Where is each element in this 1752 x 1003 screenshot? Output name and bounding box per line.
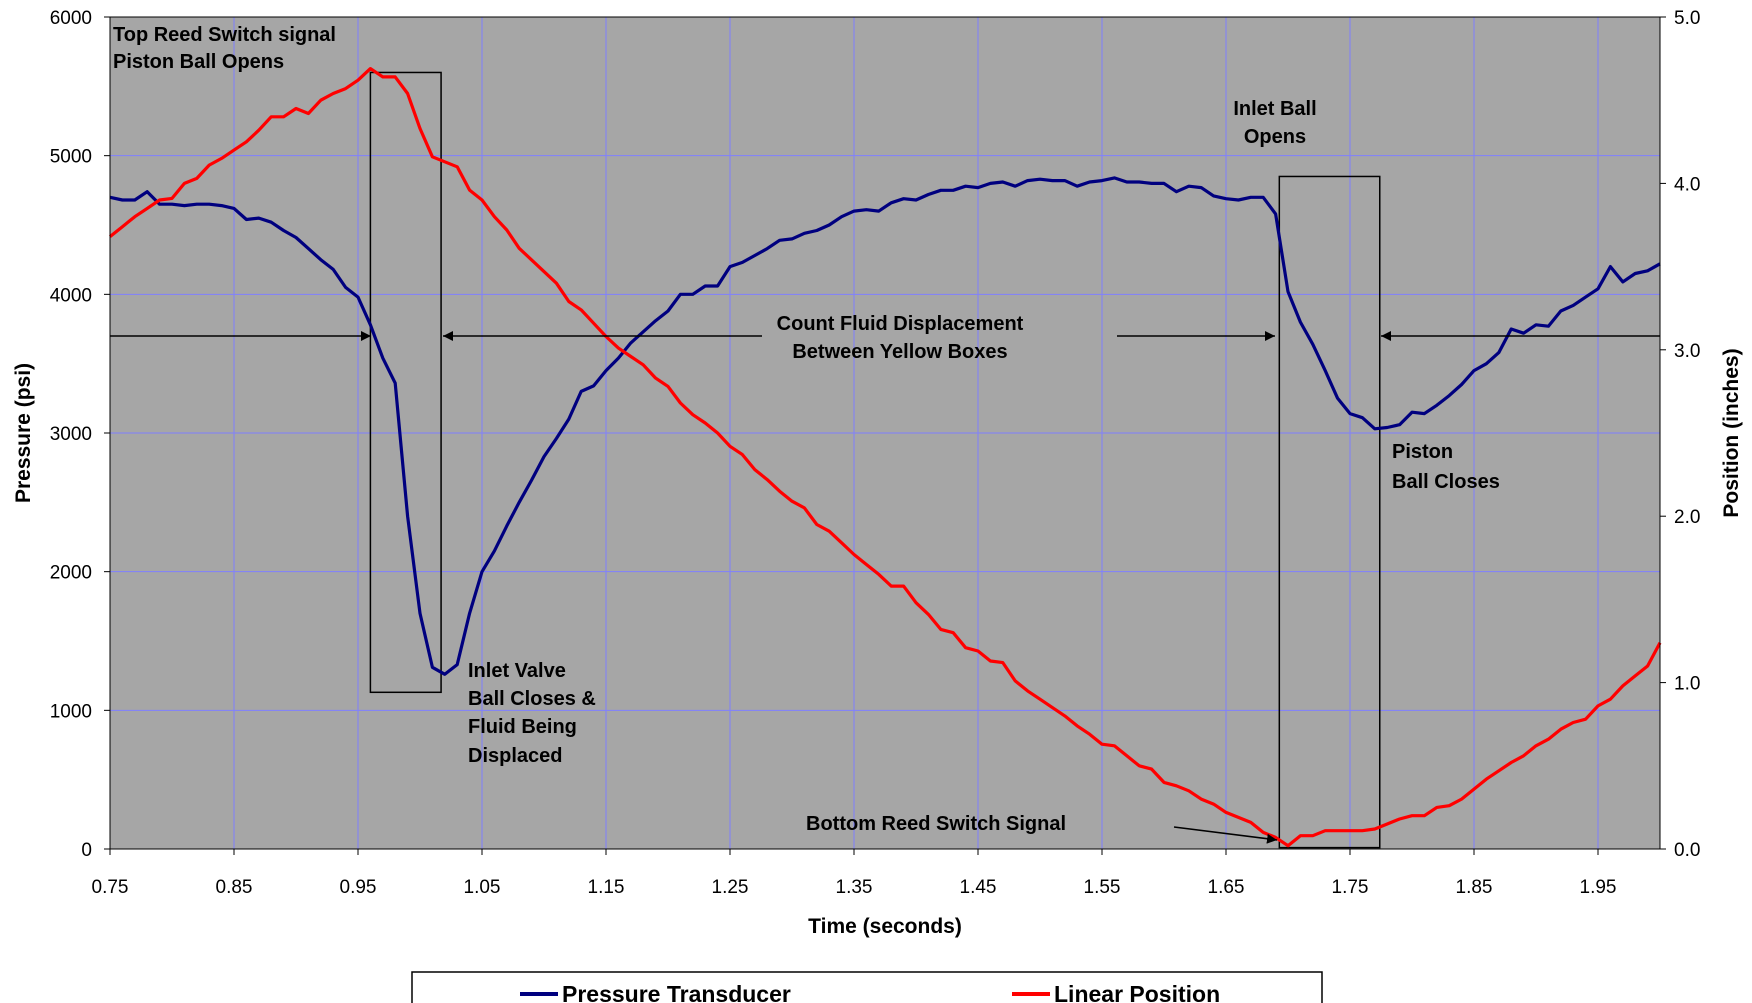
right-y-tick-label: 5.0 [1674, 8, 1700, 29]
annotation-line: Ball Closes & [468, 688, 596, 710]
annotation-line: Fluid Being [468, 716, 577, 738]
annotation-line: Inlet Ball [1233, 98, 1316, 120]
legend-label-position: Linear Position [1054, 981, 1220, 1003]
annotation-line: Top Reed Switch signal [113, 24, 336, 46]
annotation-line: Displaced [468, 745, 562, 767]
top-reed-switch-box [369, 71, 442, 694]
annotation-line: Inlet Valve [468, 660, 566, 682]
right-y-tick-label: 4.0 [1674, 174, 1700, 195]
annotation-top-reed: Top Reed Switch signal Piston Ball Opens [113, 24, 336, 73]
x-tick-label: 1.55 [1084, 877, 1121, 898]
right-y-axis-title: Position (inches) [1720, 348, 1743, 517]
left-y-tick-label: 1000 [50, 701, 92, 722]
pressure-transducer-line [109, 176, 1661, 676]
x-axis-title: Time (seconds) [808, 915, 962, 938]
x-tick-label: 1.75 [1332, 877, 1369, 898]
annotation-line: Opens [1244, 126, 1306, 148]
right-y-tick-label: 1.0 [1674, 674, 1700, 695]
right-y-tick-label: 2.0 [1674, 507, 1700, 528]
x-tick-label: 0.75 [92, 877, 129, 898]
bottom-reed-switch-box [1278, 175, 1381, 849]
x-axis-ticks: 0.75 0.85 0.95 1.05 1.15 1.25 1.35 1.45 1.55 1.65… [92, 849, 1617, 898]
x-tick-label: 1.15 [588, 877, 625, 898]
x-tick-label: 1.65 [1208, 877, 1245, 898]
left-y-tick-label: 2000 [50, 563, 92, 584]
annotation-inlet-valve: Inlet Valve Ball Closes & Fluid Being Di… [468, 660, 596, 767]
annotation-bottom-reed: Bottom Reed Switch Signal [806, 813, 1066, 835]
x-tick-label: 1.25 [712, 877, 749, 898]
annotation-line: Piston [1392, 441, 1453, 463]
x-tick-label: 0.95 [340, 877, 377, 898]
left-y-tick-label: 5000 [50, 147, 92, 168]
x-tick-label: 1.95 [1580, 877, 1617, 898]
annotation-inlet-ball-opens: Inlet Ball Opens [1233, 98, 1316, 148]
left-y-axis-ticks: 0 1000 2000 3000 4000 5000 6000 [50, 8, 110, 861]
legend-label-pressure: Pressure Transducer [562, 981, 791, 1003]
x-tick-label: 0.85 [216, 877, 253, 898]
annotation-line: Between Yellow Boxes [792, 341, 1007, 363]
left-y-axis-title: Pressure (psi) [12, 363, 35, 503]
right-y-tick-label: 0.0 [1674, 840, 1700, 861]
annotation-piston-ball-closes: Piston Ball Closes [1392, 441, 1500, 493]
x-tick-label: 1.45 [960, 877, 997, 898]
series-lines [109, 67, 1662, 848]
arrow-bottom-reed [1173, 826, 1278, 844]
right-y-axis-ticks: 0.0 1.0 2.0 3.0 4.0 5.0 [1660, 8, 1700, 861]
left-y-tick-label: 3000 [50, 424, 92, 445]
legend-box [411, 971, 1323, 1003]
x-tick-label: 1.05 [464, 877, 501, 898]
plot-border [109, 16, 1661, 850]
x-tick-label: 1.85 [1456, 877, 1493, 898]
left-y-tick-label: 0 [81, 840, 92, 861]
annotation-line: Ball Closes [1392, 471, 1500, 493]
annotation-line: Piston Ball Opens [113, 51, 284, 73]
annotation-arrows [110, 331, 1660, 844]
event-boxes [369, 71, 1381, 849]
linear-position-line [109, 67, 1662, 848]
legend: Pressure Transducer Linear Position [411, 971, 1323, 1003]
annotation-line: Count Fluid Displacement [777, 313, 1024, 335]
right-y-tick-label: 3.0 [1674, 341, 1700, 362]
left-y-tick-label: 6000 [50, 8, 92, 29]
annotation-count-fluid: Count Fluid Displacement Between Yellow … [777, 313, 1024, 363]
x-tick-label: 1.35 [836, 877, 873, 898]
left-y-tick-label: 4000 [50, 285, 92, 306]
